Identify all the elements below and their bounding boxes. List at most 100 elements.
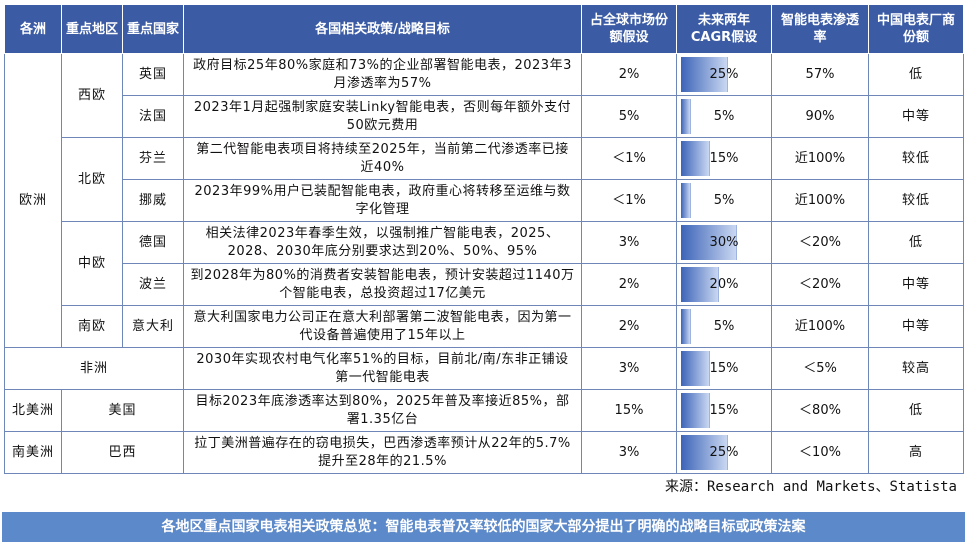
policy-cell: 2023年1月起强制家庭安装Linky智能电表，否则每年额外支付50欧元费用 — [183, 95, 582, 138]
cagr-bar — [681, 309, 692, 344]
cagr-bar — [681, 225, 738, 260]
cagr-cell: 25% — [676, 431, 772, 474]
market-share-cell: 5% — [581, 95, 677, 138]
penetration-cell: 57% — [771, 53, 869, 96]
cagr-value: 15% — [709, 403, 739, 418]
table-row: 北欧 芬兰 第二代智能电表项目将持续至2025年，当前第二代渗透率已接近40% … — [5, 137, 964, 222]
country-cell: 挪威 — [122, 179, 184, 222]
region-cell: 中欧 — [61, 221, 123, 306]
country-cell: 德国 — [122, 221, 184, 264]
policy-table: 各洲 重点地区 重点国家 各国相关政策/战略目标 占全球市场份额假设 未来两年C… — [4, 4, 964, 474]
cagr-value: 5% — [713, 319, 735, 334]
policy-cell: 相关法律2023年春季生效，以强制推广智能电表，2025、2028、2030年底… — [183, 221, 582, 264]
continent-cell: 非洲 — [4, 347, 184, 390]
header-row: 各洲 重点地区 重点国家 各国相关政策/战略目标 占全球市场份额假设 未来两年C… — [4, 4, 964, 54]
penetration-cell: ＜20% — [771, 221, 869, 264]
region-cell: 西欧 — [61, 53, 123, 138]
cagr-cell: 30% — [676, 221, 772, 264]
penetration-cell: ＜80% — [771, 389, 869, 432]
header-penetration: 智能电表渗透率 — [771, 4, 869, 54]
cagr-value: 25% — [709, 67, 739, 82]
cn-share-cell: 较低 — [868, 179, 964, 222]
cn-share-cell: 低 — [868, 389, 964, 432]
country-cell: 巴西 — [61, 431, 184, 474]
cagr-value: 20% — [709, 277, 739, 292]
penetration-cell: 90% — [771, 95, 869, 138]
penetration-cell: ＜5% — [771, 347, 869, 390]
country-cell: 意大利 — [122, 305, 184, 348]
table-row: 欧洲 西欧 英国 政府目标25年80%家庭和73%的企业部署智能电表，2023年… — [4, 53, 964, 348]
header-country: 重点国家 — [122, 4, 184, 54]
cagr-value: 25% — [709, 445, 739, 460]
cn-share-cell: 低 — [868, 53, 964, 96]
market-share-cell: ＜1% — [581, 137, 677, 180]
country-cell: 美国 — [61, 389, 184, 432]
cagr-bar — [681, 141, 710, 176]
cagr-bar — [681, 99, 692, 134]
market-share-cell: ＜1% — [581, 179, 677, 222]
cagr-cell: 5% — [676, 179, 772, 222]
region-cell: 南欧 — [61, 305, 123, 348]
market-share-cell: 3% — [581, 347, 677, 390]
policy-cell: 2030年实现农村电气化率51%的目标，目前北/南/东非正铺设第一代智能电表 — [183, 347, 582, 390]
cn-share-cell: 较高 — [868, 347, 964, 390]
market-share-cell: 2% — [581, 305, 677, 348]
penetration-cell: 近100% — [771, 305, 869, 348]
policy-cell: 目标2023年底渗透率达到80%，2025年普及率接近85%，部署1.35亿台 — [183, 389, 582, 432]
continent-cell: 北美洲 — [4, 389, 62, 432]
cagr-cell: 15% — [676, 347, 772, 390]
policy-cell: 第二代智能电表项目将持续至2025年，当前第二代渗透率已接近40% — [183, 137, 582, 180]
policy-table-wrapper: 各洲 重点地区 重点国家 各国相关政策/战略目标 占全球市场份额假设 未来两年C… — [4, 4, 964, 474]
cagr-cell: 5% — [676, 95, 772, 138]
market-share-cell: 2% — [581, 53, 677, 96]
market-share-cell: 2% — [581, 263, 677, 306]
cagr-cell: 15% — [676, 137, 772, 180]
table-row: 非洲 2030年实现农村电气化率51%的目标，目前北/南/东非正铺设第一代智能电… — [4, 347, 964, 390]
policy-cell: 2023年99%用户已装配智能电表，政府重心将转移至运维与数字化管理 — [183, 179, 582, 222]
cn-share-cell: 中等 — [868, 263, 964, 306]
table-row: 北美洲 美国 目标2023年底渗透率达到80%，2025年普及率接近85%，部署… — [4, 389, 964, 432]
cagr-bar — [681, 57, 728, 92]
cagr-value: 30% — [709, 235, 739, 250]
cn-share-cell: 中等 — [868, 95, 964, 138]
table-row: 南欧 意大利 意大利国家电力公司正在意大利部署第二波智能电表，因为第一代设备普遍… — [5, 305, 964, 348]
cagr-cell: 5% — [676, 305, 772, 348]
cagr-value: 5% — [713, 109, 735, 124]
market-share-cell: 3% — [581, 221, 677, 264]
policy-cell: 意大利国家电力公司正在意大利部署第二波智能电表，因为第一代设备普遍使用了15年以… — [183, 305, 582, 348]
policy-cell: 到2028年为80%的消费者安装智能电表，预计安装超过1140万个智能电表，总投… — [183, 263, 582, 306]
cagr-bar — [681, 267, 719, 302]
header-policy: 各国相关政策/战略目标 — [183, 4, 582, 54]
continent-cell: 南美洲 — [4, 431, 62, 474]
table-row: 中欧 德国 相关法律2023年春季生效，以强制推广智能电表，2025、2028、… — [5, 221, 964, 306]
table-row: 波兰 到2028年为80%的消费者安装智能电表，预计安装超过1140万个智能电表… — [5, 263, 964, 306]
cagr-value: 5% — [713, 193, 735, 208]
region-cell: 北欧 — [61, 137, 123, 222]
cagr-cell: 15% — [676, 389, 772, 432]
market-share-cell: 15% — [581, 389, 677, 432]
cagr-cell: 20% — [676, 263, 772, 306]
cagr-bar — [681, 351, 710, 386]
cagr-bar — [681, 393, 710, 428]
header-cn-share: 中国电表厂商份额 — [868, 4, 964, 54]
table-row: 南美洲 巴西 拉丁美洲普遍存在的窃电损失，巴西渗透率预计从22年的5.7%提升至… — [4, 431, 964, 474]
cagr-cell: 25% — [676, 53, 772, 96]
market-share-cell: 3% — [581, 431, 677, 474]
penetration-cell: ＜20% — [771, 263, 869, 306]
cn-share-cell: 较低 — [868, 137, 964, 180]
continent-cell: 欧洲 — [4, 53, 62, 348]
cagr-bar — [681, 183, 692, 218]
cagr-value: 15% — [709, 151, 739, 166]
policy-cell: 政府目标25年80%家庭和73%的企业部署智能电表，2023年3月渗透率为57% — [183, 53, 582, 96]
penetration-cell: 近100% — [771, 179, 869, 222]
header-continent: 各洲 — [4, 4, 62, 54]
country-cell: 法国 — [122, 95, 184, 138]
country-cell: 芬兰 — [122, 137, 184, 180]
header-cagr: 未来两年CAGR假设 — [676, 4, 772, 54]
table-row: 法国 2023年1月起强制家庭安装Linky智能电表，否则每年额外支付50欧元费… — [5, 95, 964, 138]
country-cell: 波兰 — [122, 263, 184, 306]
table-row: 挪威 2023年99%用户已装配智能电表，政府重心将转移至运维与数字化管理 ＜1… — [5, 179, 964, 222]
penetration-cell: 近100% — [771, 137, 869, 180]
cn-share-cell: 中等 — [868, 305, 964, 348]
cagr-bar — [681, 435, 728, 470]
